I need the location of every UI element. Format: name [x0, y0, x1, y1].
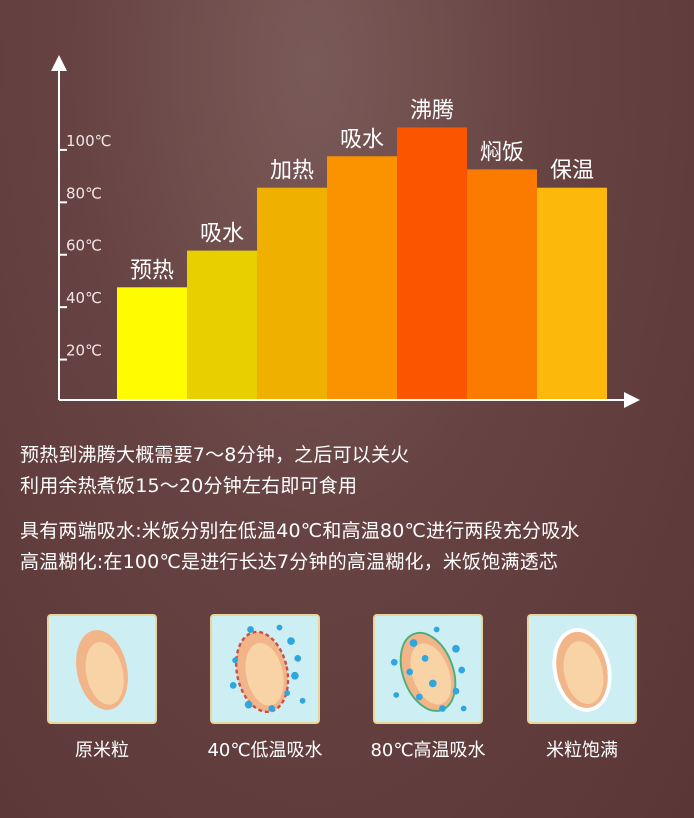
- chart-bar: [327, 156, 397, 400]
- stage-label: 40℃低温吸水: [207, 740, 323, 761]
- high-temp-absorb-icon: [373, 614, 483, 724]
- description-line: 预热到沸腾大概需要7～8分钟，之后可以关火: [20, 444, 410, 466]
- description-paragraph-1: 预热到沸腾大概需要7～8分钟，之后可以关火 利用余热煮饭15～20分钟左右即可食…: [20, 440, 409, 502]
- y-tick-label: 60℃: [66, 237, 102, 255]
- chart-bar: [117, 287, 187, 400]
- description-line: 具有两端吸水:米饭分别在低温40℃和高温80℃进行两段充分吸水: [20, 520, 580, 542]
- bar-label: 沸腾: [410, 98, 454, 123]
- bar-label: 焖饭: [480, 140, 524, 165]
- y-tick-label: 40℃: [66, 289, 102, 307]
- y-tick-label: 20℃: [66, 342, 102, 360]
- low-temp-absorb-icon: [210, 614, 320, 724]
- bar-label: 加热: [270, 159, 314, 184]
- bar-label: 预热: [130, 258, 174, 283]
- bar-label: 吸水: [200, 222, 244, 247]
- raw-rice-grain-icon: [47, 614, 157, 724]
- bar-label: 保温: [550, 159, 594, 184]
- chart-bar: [467, 169, 537, 400]
- description-paragraph-2: 具有两端吸水:米饭分别在低温40℃和高温80℃进行两段充分吸水 高温糊化:在10…: [20, 516, 580, 578]
- chart-bar: [257, 187, 327, 400]
- stage-label: 原米粒: [75, 740, 129, 761]
- stage-label: 80℃高温吸水: [370, 740, 486, 761]
- chart-bar: [397, 127, 467, 400]
- y-axis-arrow-icon: [51, 55, 67, 71]
- y-tick-label: 100℃: [66, 132, 111, 150]
- plump-rice-grain-icon: [527, 614, 637, 724]
- y-tick-label: 80℃: [66, 184, 102, 202]
- chart-bar: [187, 250, 257, 400]
- chart-bar: [537, 187, 607, 400]
- description-line: 利用余热煮饭15～20分钟左右即可食用: [20, 475, 358, 497]
- stage-label: 米粒饱满: [546, 740, 618, 761]
- x-axis-arrow-icon: [624, 392, 640, 408]
- bar-label: 吸水: [340, 127, 384, 152]
- description-line: 高温糊化:在100℃是进行长达7分钟的高温糊化，米饭饱满透芯: [20, 551, 559, 573]
